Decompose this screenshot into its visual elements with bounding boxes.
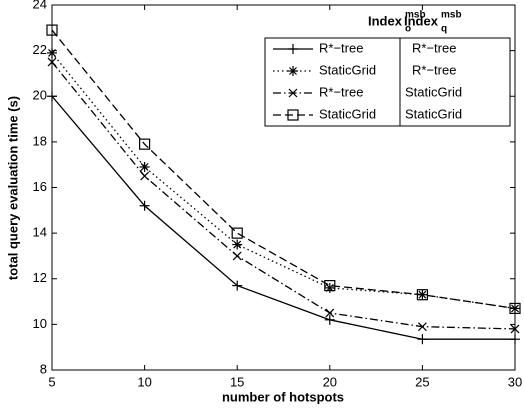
x-axis-label: number of hotspots: [222, 389, 344, 404]
marker-square: [287, 109, 299, 121]
marker-stroke: [289, 67, 297, 75]
x-tick-label: 30: [508, 374, 522, 389]
marker-stroke: [47, 57, 57, 67]
marker: [509, 302, 521, 315]
marker-square: [509, 302, 521, 315]
legend-label: R*−tree: [319, 40, 363, 55]
marker: [324, 314, 335, 325]
marker: [139, 161, 150, 172]
x-tick-label: 15: [230, 374, 244, 389]
marker-square: [416, 289, 428, 301]
marker: [510, 324, 520, 334]
marker-stroke: [48, 48, 56, 57]
marker-stroke: [325, 308, 335, 318]
marker-square: [46, 24, 58, 36]
marker: [288, 88, 298, 98]
y-tick-label: 14: [33, 225, 47, 240]
legend-index-q: StaticGrid: [405, 106, 462, 121]
marker: [47, 47, 57, 58]
marker: [46, 24, 58, 36]
marker-stroke: [232, 251, 242, 261]
marker-stroke: [288, 88, 298, 98]
y-tick-label: 16: [33, 179, 47, 194]
marker: [324, 279, 336, 292]
x-tick-label: 10: [137, 374, 151, 389]
legend-index-q: R*−tree: [412, 62, 456, 77]
legend-label: R*−tree: [319, 84, 363, 99]
marker: [416, 289, 428, 301]
legend-label: StaticGrid: [319, 62, 376, 77]
marker: [288, 44, 298, 54]
legend-label: StaticGrid: [319, 106, 376, 121]
legend-box: [264, 37, 511, 127]
series-line: [51, 61, 516, 330]
series-line: [51, 95, 515, 340]
marker-stroke: [233, 240, 242, 249]
y-tick-label: 24: [33, 0, 47, 11]
marker-stroke: [510, 324, 520, 334]
marker-stroke: [140, 163, 149, 171]
marker: [232, 239, 243, 250]
marker-stroke: [417, 322, 427, 332]
y-tick-label: 10: [33, 316, 47, 331]
marker: [232, 280, 243, 291]
y-axis-label: total query evaluation time (s): [5, 96, 20, 280]
y-tick-label: 12: [33, 270, 47, 285]
legend-header-sup: msb: [441, 10, 462, 21]
y-tick-label: 22: [33, 42, 47, 57]
marker-stroke: [140, 171, 150, 181]
marker: [325, 308, 335, 318]
marker-square: [231, 227, 243, 239]
marker: [510, 334, 520, 345]
series-line: [51, 29, 516, 310]
y-tick-label: 20: [33, 88, 47, 103]
marker: [47, 91, 57, 102]
marker: [139, 138, 151, 150]
y-tick-label: 8: [40, 361, 47, 376]
marker: [232, 251, 242, 261]
marker: [287, 109, 299, 121]
legend-header-sub: q: [441, 24, 447, 35]
legend-index-q: StaticGrid: [405, 84, 462, 99]
y-tick-label: 18: [33, 133, 47, 148]
legend-index-q: R*−tree: [412, 40, 456, 55]
marker: [231, 227, 243, 239]
legend-header: Index: [404, 13, 439, 28]
marker-square: [139, 138, 151, 150]
marker: [139, 200, 150, 211]
marker-square: [324, 279, 336, 292]
x-tick-label: 25: [415, 374, 429, 389]
legend-header-sub: o: [405, 24, 411, 35]
marker: [140, 171, 150, 181]
legend-header: Index: [368, 13, 403, 28]
legend-header-sup: msb: [405, 10, 426, 21]
series-line: [51, 52, 516, 310]
x-tick-label: 20: [323, 374, 337, 389]
x-tick-label: 5: [48, 374, 55, 389]
marker: [417, 334, 428, 345]
marker: [47, 57, 57, 67]
marker: [288, 66, 298, 76]
marker: [417, 322, 427, 332]
marker: [324, 282, 335, 293]
